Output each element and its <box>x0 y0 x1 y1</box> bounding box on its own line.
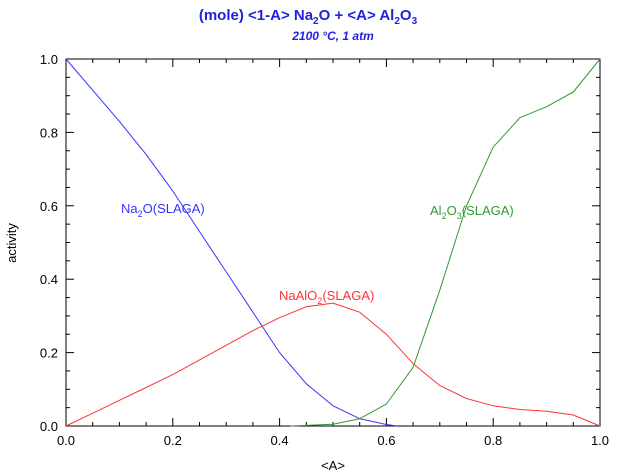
na2o-label-rest: O(SLAGA) <box>143 201 205 216</box>
x-tick-label: 1.0 <box>591 433 609 448</box>
x-tick-label: 0.2 <box>164 433 182 448</box>
series-line-1 <box>66 303 600 426</box>
x-tick-label: 0.6 <box>377 433 395 448</box>
al2o3-label-rest: (SLAGA) <box>462 203 514 218</box>
x-tick-label: 0.4 <box>271 433 289 448</box>
y-axis-label: activity <box>4 223 19 263</box>
chart-subtitle: 2100 °C, 1 atm <box>291 29 374 43</box>
y-tick-label: 0.8 <box>40 125 58 140</box>
activity-chart: (mole) <1-A> Na2O + <A> Al2O3 2100 °C, 1… <box>0 0 617 475</box>
axis-ticks: 0.0 0.2 0.4 0.6 0.8 1.0 0.0 0.2 0.4 0.6 0.8 1.0 <box>40 52 609 448</box>
chart-title-mid2: O <box>400 7 412 24</box>
naalo2-label-rest: (SLAGA) <box>322 288 374 303</box>
series-line-0 <box>66 59 397 426</box>
series-group <box>66 59 600 426</box>
y-tick-label: 0.0 <box>40 419 58 434</box>
series-label-naalo2: NaAlO2(SLAGA) <box>279 288 374 306</box>
x-tick-label: 0.0 <box>57 433 75 448</box>
series-label-al2o3: Al2O3(SLAGA) <box>430 203 514 221</box>
na2o-label-main: Na <box>121 201 138 216</box>
y-tick-label: 0.4 <box>40 272 58 287</box>
y-tick-label: 0.2 <box>40 346 58 361</box>
chart-title: (mole) <1-A> Na2O + <A> Al2O3 <box>199 7 418 27</box>
chart-title-prefix: (mole) <1-A> Na <box>199 7 314 24</box>
y-tick-label: 1.0 <box>40 52 58 67</box>
series-line-2 <box>290 59 600 426</box>
al2o3-label-main: Al <box>430 203 442 218</box>
series-label-na2o: Na2O(SLAGA) <box>121 201 205 219</box>
y-tick-label: 0.6 <box>40 199 58 214</box>
plot-frame <box>66 59 600 426</box>
x-tick-label: 0.8 <box>484 433 502 448</box>
al2o3-label-mid: O <box>447 203 457 218</box>
x-axis-label: <A> <box>321 458 345 473</box>
naalo2-label-main: NaAlO <box>279 288 317 303</box>
chart-title-sub3: 3 <box>412 16 418 27</box>
chart-title-mid: O + <A> Al <box>319 7 395 24</box>
